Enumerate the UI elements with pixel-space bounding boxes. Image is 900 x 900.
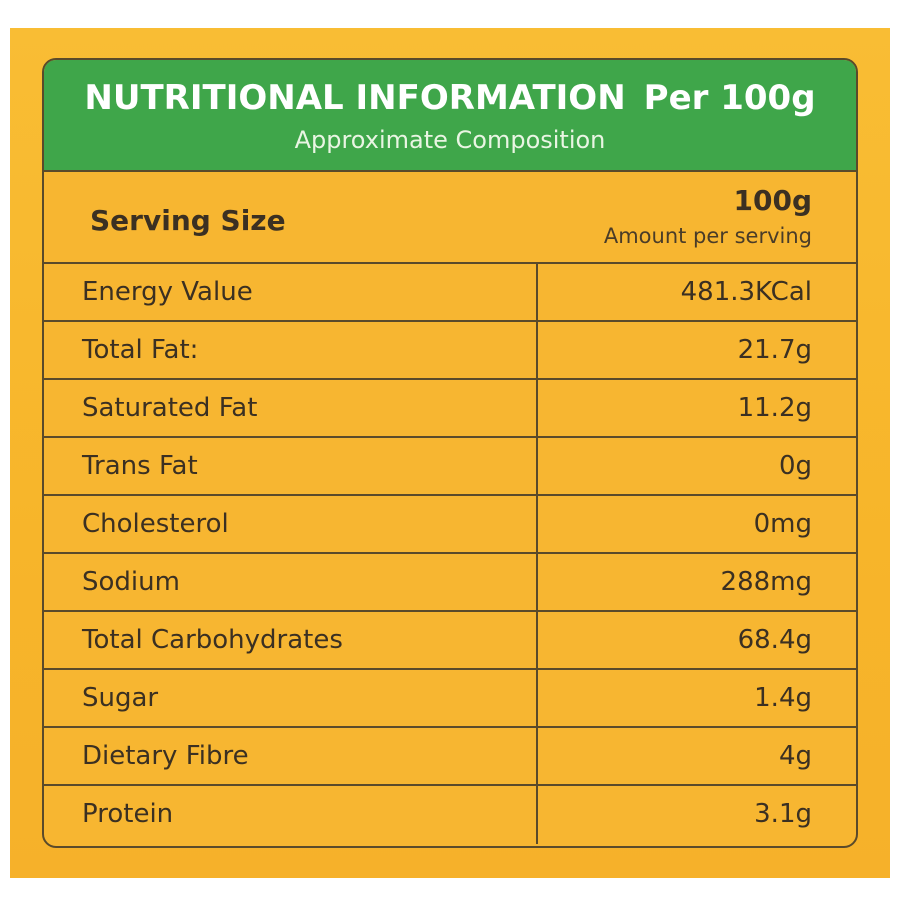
title-line: NUTRITIONAL INFORMATION Per 100g [44, 78, 856, 118]
label-header: NUTRITIONAL INFORMATION Per 100g Approxim… [44, 60, 856, 172]
nutrient-table: Energy Value 481.3KCal Total Fat: 21.7g … [44, 264, 856, 844]
nutrient-name: Saturated Fat [82, 393, 258, 423]
nutrient-row-energy: Energy Value 481.3KCal [44, 264, 856, 322]
nutrient-value: 4g [778, 741, 812, 771]
column-divider [536, 612, 538, 670]
column-divider [536, 380, 538, 438]
nutrient-value: 1.4g [754, 683, 812, 713]
column-divider [536, 322, 538, 380]
nutrient-row-cholesterol: Cholesterol 0mg [44, 496, 856, 554]
nutrient-value: 3.1g [754, 799, 812, 829]
serving-size-value: 100g [733, 184, 813, 217]
nutrient-value: 68.4g [737, 625, 812, 655]
nutrient-name: Cholesterol [82, 509, 229, 539]
nutrient-row-sodium: Sodium 288mg [44, 554, 856, 612]
nutrient-value: 0g [778, 451, 812, 481]
nutrient-row-saturated-fat: Saturated Fat 11.2g [44, 380, 856, 438]
column-divider [536, 554, 538, 612]
nutrition-label: NUTRITIONAL INFORMATION Per 100g Approxim… [42, 58, 858, 848]
nutrient-value: 0mg [753, 509, 812, 539]
column-divider [536, 670, 538, 728]
nutrient-name: Protein [82, 799, 174, 829]
nutrient-value: 11.2g [737, 393, 812, 423]
nutrient-name: Sugar [82, 683, 159, 713]
nutrient-row-dietary-fibre: Dietary Fibre 4g [44, 728, 856, 786]
nutrient-row-protein: Protein 3.1g [44, 786, 856, 844]
nutrient-row-trans-fat: Trans Fat 0g [44, 438, 856, 496]
column-divider [536, 496, 538, 554]
nutrient-value: 288mg [720, 567, 812, 597]
serving-size-label: Serving Size [90, 204, 286, 237]
nutrient-name: Dietary Fibre [82, 741, 249, 771]
nutrient-name: Energy Value [82, 277, 253, 307]
column-divider [536, 264, 538, 322]
nutrient-value: 481.3KCal [680, 277, 812, 307]
column-divider [536, 438, 538, 496]
nutrient-name: Trans Fat [82, 451, 198, 481]
column-divider [536, 786, 538, 844]
serving-size-row: Serving Size 100g Amount per serving [44, 172, 856, 264]
nutrient-name: Total Fat: [82, 335, 199, 365]
nutrient-name: Sodium [82, 567, 180, 597]
nutrient-row-sugar: Sugar 1.4g [44, 670, 856, 728]
nutrient-row-total-fat: Total Fat: 21.7g [44, 322, 856, 380]
label-title: NUTRITIONAL INFORMATION [84, 78, 626, 118]
label-subtitle: Approximate Composition [294, 126, 606, 154]
nutrient-value: 21.7g [737, 335, 812, 365]
per-quantity: Per 100g [643, 78, 816, 118]
amount-per-serving-label: Amount per serving [603, 224, 812, 248]
nutrient-row-total-carbohydrates: Total Carbohydrates 68.4g [44, 612, 856, 670]
nutrient-name: Total Carbohydrates [82, 625, 343, 655]
column-divider [536, 728, 538, 786]
